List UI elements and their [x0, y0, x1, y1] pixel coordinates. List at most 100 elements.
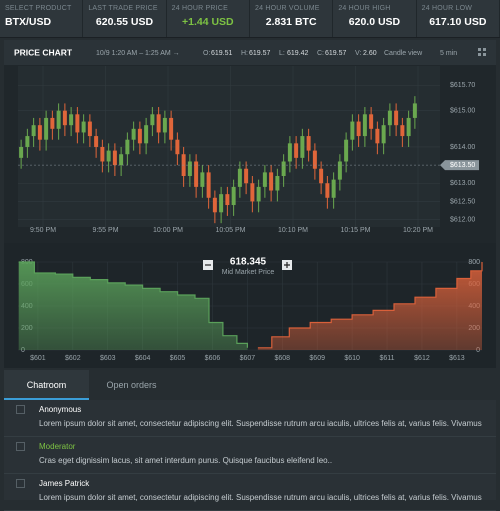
- stat[interactable]: SELECT PRODUCT BTX/USD: [0, 0, 84, 37]
- x-tick-label: $611: [380, 355, 395, 362]
- candle-body: [156, 114, 161, 133]
- candle-body: [250, 183, 255, 202]
- message: Moderator Cras eget dignissim lacus, sit …: [4, 437, 496, 474]
- avatar-icon: [16, 442, 25, 451]
- x-tick-label: $605: [170, 355, 186, 362]
- candle-body: [19, 146, 24, 158]
- candle-body: [394, 110, 399, 126]
- candle-body: [75, 114, 80, 133]
- chart-range: 10/9 1:20 AM – 1:25 AM →: [96, 50, 180, 57]
- panel-header: [4, 40, 496, 65]
- last-price-badge: [440, 160, 479, 171]
- x-tick-label: $610: [344, 355, 360, 362]
- message-text: Lorem ipsum dolor sit amet, consectetur …: [39, 493, 482, 502]
- y-tick-label: 0: [21, 347, 25, 354]
- stat-value: 620.0 USD: [348, 16, 401, 28]
- x-tick-label: 10:05 PM: [216, 227, 246, 234]
- tabs: Chatroom Open orders: [4, 370, 496, 400]
- candle-body: [387, 110, 392, 126]
- candle-body: [112, 150, 117, 166]
- candle-body: [350, 121, 355, 140]
- chart-title: PRICE CHART: [14, 47, 73, 57]
- y-tick-label: $612.50: [450, 198, 475, 205]
- ohlc-value: 619.42: [287, 50, 309, 57]
- message-text: Lorem ipsum dolor sit amet, consectetur …: [39, 419, 482, 428]
- zoom-button[interactable]: [282, 260, 292, 270]
- x-tick-label: $608: [275, 355, 291, 362]
- y-tick-label: $613.00: [450, 180, 475, 187]
- x-tick-label: $602: [65, 355, 81, 362]
- candle-body: [81, 121, 86, 133]
- view-option[interactable]: 5 min: [440, 50, 457, 57]
- x-tick-label: 9:50 PM: [30, 227, 56, 234]
- candle-body: [300, 136, 305, 158]
- view-option[interactable]: Candle view: [384, 50, 423, 57]
- candle-body: [294, 143, 299, 158]
- zoom-button-icon: [284, 262, 290, 268]
- depth-line: [18, 261, 248, 348]
- candle-body: [62, 110, 67, 126]
- candle-body: [187, 161, 192, 176]
- candle-body: [362, 114, 367, 137]
- candle-body: [281, 161, 286, 176]
- stat-value: +1.44 USD: [181, 16, 234, 28]
- candle-body: [194, 161, 199, 187]
- candle-body: [269, 172, 274, 191]
- avatar-icon: [16, 479, 25, 488]
- chart-panel: PRICE CHART 10/9 1:20 AM – 1:25 AM → O: 619…: [4, 40, 496, 368]
- stat-value: 620.55 USD: [95, 16, 154, 28]
- candle-body: [231, 186, 236, 206]
- candle-body: [50, 117, 55, 129]
- ohlc-value: 619.57: [325, 50, 347, 57]
- candle-body: [69, 114, 74, 126]
- candle-body: [237, 168, 242, 187]
- stat-value: 617.10 USD: [429, 16, 487, 28]
- candle-body: [400, 125, 405, 137]
- avatar-icon: [16, 405, 25, 414]
- ohlc-key: L:: [279, 50, 285, 57]
- candle-body: [244, 168, 249, 184]
- candle-body: [150, 114, 155, 126]
- candle-body: [256, 186, 261, 202]
- candle-body: [206, 172, 211, 198]
- candle-body: [125, 139, 130, 155]
- ohlc-key: O:: [203, 50, 210, 57]
- candle-body: [262, 172, 267, 187]
- candle-body: [100, 146, 105, 162]
- candle-body: [87, 121, 92, 137]
- stat-label: 24 HOUR HIGH: [338, 5, 391, 12]
- x-tick-label: $612: [414, 355, 430, 362]
- x-tick-label: $604: [135, 355, 151, 362]
- candle-body: [219, 194, 224, 213]
- tab[interactable]: Chatroom: [4, 370, 89, 400]
- stat: LAST TRADE PRICE 620.55 USD: [83, 0, 167, 37]
- candle-body: [344, 139, 349, 162]
- candle-body: [94, 136, 99, 147]
- candle-body: [131, 128, 136, 140]
- candle-body: [200, 172, 205, 187]
- x-tick-label: $606: [205, 355, 221, 362]
- x-tick-label: 10:00 PM: [153, 227, 183, 234]
- message-text: Cras eget dignissim lacus, sit amet inte…: [39, 456, 333, 465]
- x-tick-label: 10:10 PM: [278, 227, 308, 234]
- x-tick-label: 10:15 PM: [341, 227, 371, 234]
- x-tick-label: $603: [100, 355, 116, 362]
- candle-body: [319, 168, 324, 184]
- candle-body: [369, 114, 374, 129]
- x-tick-label: $613: [449, 355, 465, 362]
- y-tick-label: 0: [476, 347, 480, 354]
- x-tick-label: 9:55 PM: [92, 227, 118, 234]
- zoom-button[interactable]: [203, 260, 213, 270]
- candle-body: [412, 103, 417, 118]
- tab[interactable]: Open orders: [106, 380, 157, 390]
- layout-icon[interactable]: [478, 48, 486, 56]
- candle-body: [137, 128, 142, 144]
- candle-body: [119, 154, 124, 166]
- candle-body: [44, 117, 49, 140]
- last-price-label: $613.50: [450, 162, 475, 169]
- stat-label: 24 HOUR VOLUME: [254, 5, 320, 12]
- message-author: Moderator: [39, 442, 76, 451]
- depth-area: [257, 262, 482, 350]
- ohlc-value: 619.57: [249, 50, 271, 57]
